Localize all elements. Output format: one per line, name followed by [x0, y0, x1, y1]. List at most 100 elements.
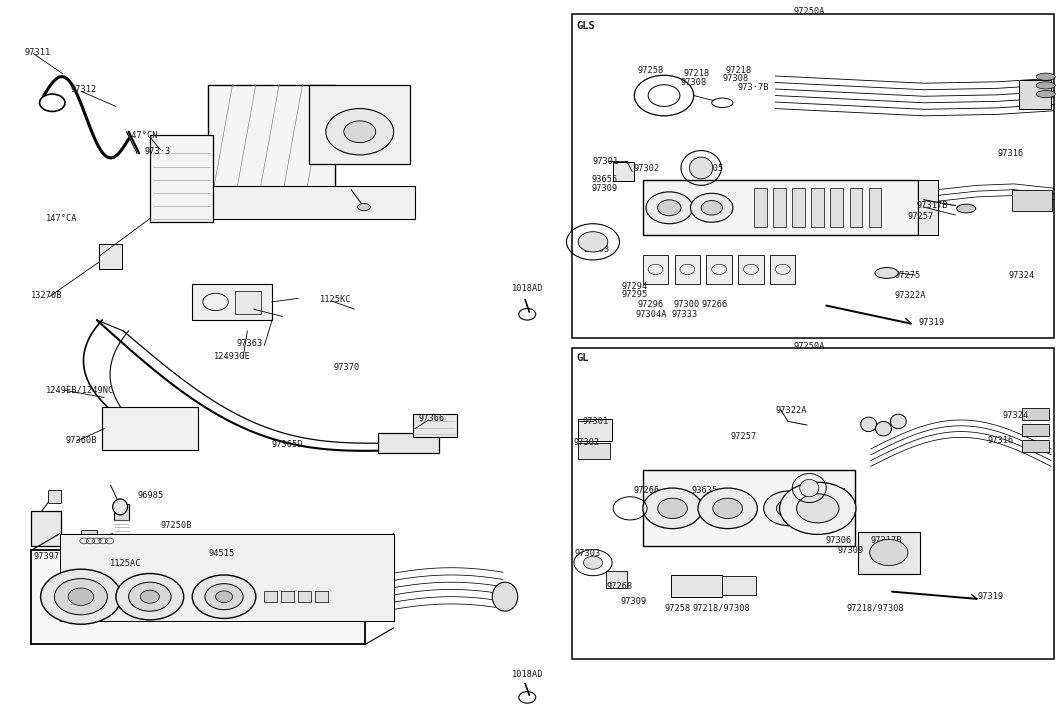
Text: 97302: 97302 [574, 438, 601, 447]
Text: 97366: 97366 [418, 414, 444, 423]
Bar [316, 591, 328, 603]
Text: 97301: 97301 [593, 157, 620, 166]
Text: 97316: 97316 [998, 149, 1025, 158]
Bar [613, 162, 635, 181]
Text: 973·7B: 973·7B [737, 83, 769, 92]
Text: 97258: 97258 [664, 604, 690, 613]
Bar [643, 255, 669, 284]
Bar [811, 188, 824, 228]
Text: 97333: 97333 [672, 310, 697, 318]
Text: 97275: 97275 [894, 270, 921, 280]
Circle shape [870, 539, 908, 566]
Bar [723, 577, 756, 595]
Text: 1018AD: 1018AD [511, 670, 543, 680]
Bar [60, 534, 393, 621]
Bar [102, 407, 198, 451]
Circle shape [116, 574, 184, 620]
Circle shape [763, 491, 814, 526]
Circle shape [643, 488, 703, 529]
Text: 97293: 97293 [584, 245, 610, 254]
Circle shape [584, 556, 603, 569]
Text: 97250A: 97250A [793, 342, 825, 350]
Text: 97324: 97324 [1002, 411, 1029, 420]
Bar [1019, 79, 1051, 108]
Ellipse shape [891, 414, 907, 429]
Circle shape [796, 494, 839, 523]
Text: 94515: 94515 [208, 549, 234, 558]
Bar [1023, 441, 1049, 452]
Text: 12493GE: 12493GE [214, 352, 250, 361]
Text: 97319: 97319 [978, 593, 1005, 601]
Circle shape [54, 579, 107, 615]
Bar [849, 188, 862, 228]
Text: 97304A: 97304A [636, 310, 667, 318]
Text: 97308: 97308 [723, 74, 748, 84]
Circle shape [326, 108, 393, 155]
Bar [81, 530, 97, 545]
Text: 97266: 97266 [702, 300, 727, 309]
Text: 97306: 97306 [825, 537, 851, 545]
Text: 1018AD: 1018AD [511, 284, 543, 294]
Bar [208, 186, 415, 219]
Ellipse shape [876, 422, 892, 436]
Text: 93655: 93655 [592, 175, 619, 184]
Text: 97295: 97295 [622, 290, 647, 300]
Bar [1023, 409, 1049, 420]
Circle shape [578, 232, 608, 252]
Text: 97300: 97300 [674, 300, 699, 309]
Bar [377, 433, 439, 454]
Circle shape [192, 575, 256, 619]
Circle shape [129, 582, 171, 611]
Bar [643, 180, 918, 235]
Bar [868, 188, 881, 228]
Text: 1125AC: 1125AC [109, 559, 141, 568]
Text: 97363: 97363 [237, 340, 263, 348]
Text: 96985: 96985 [137, 491, 164, 499]
Bar [572, 348, 1054, 659]
Ellipse shape [957, 204, 976, 213]
Ellipse shape [1036, 73, 1056, 80]
Bar [282, 591, 294, 603]
Circle shape [691, 193, 733, 222]
Bar [858, 531, 919, 574]
Text: 97218/97308: 97218/97308 [846, 604, 905, 613]
Text: 97301: 97301 [583, 417, 609, 426]
Text: 97266: 97266 [634, 486, 659, 495]
Text: 97257: 97257 [908, 212, 934, 221]
Ellipse shape [1036, 81, 1056, 89]
Bar [738, 255, 763, 284]
Bar [773, 188, 786, 228]
Circle shape [343, 121, 375, 142]
Circle shape [713, 498, 742, 518]
Bar [150, 135, 214, 222]
Ellipse shape [861, 417, 877, 432]
Bar [606, 571, 627, 588]
Bar [309, 84, 409, 164]
Text: 97308: 97308 [681, 78, 707, 87]
Text: GL: GL [576, 353, 589, 363]
Bar [918, 180, 938, 235]
Text: 97268: 97268 [607, 582, 634, 591]
Bar [265, 591, 277, 603]
Circle shape [216, 591, 233, 603]
Text: 97302: 97302 [634, 164, 659, 173]
Ellipse shape [113, 499, 128, 515]
Text: 97365D: 97365D [272, 440, 303, 449]
Text: 97258: 97258 [638, 65, 663, 75]
Text: 97324: 97324 [1009, 270, 1035, 280]
Ellipse shape [1036, 90, 1056, 97]
Text: 97257: 97257 [731, 432, 757, 441]
Text: 97309: 97309 [621, 597, 646, 606]
Bar [792, 188, 805, 228]
Text: 97370: 97370 [333, 364, 359, 372]
Text: 97309: 97309 [592, 184, 619, 193]
Circle shape [658, 498, 688, 518]
Ellipse shape [492, 582, 518, 611]
Text: 97218: 97218 [726, 65, 752, 75]
Text: 97218: 97218 [684, 69, 709, 79]
Text: 97316: 97316 [988, 436, 1014, 446]
Text: 973·3: 973·3 [145, 147, 171, 156]
Text: 97317B: 97317B [916, 201, 948, 210]
Text: 97309: 97309 [838, 546, 864, 555]
Bar [830, 188, 843, 228]
